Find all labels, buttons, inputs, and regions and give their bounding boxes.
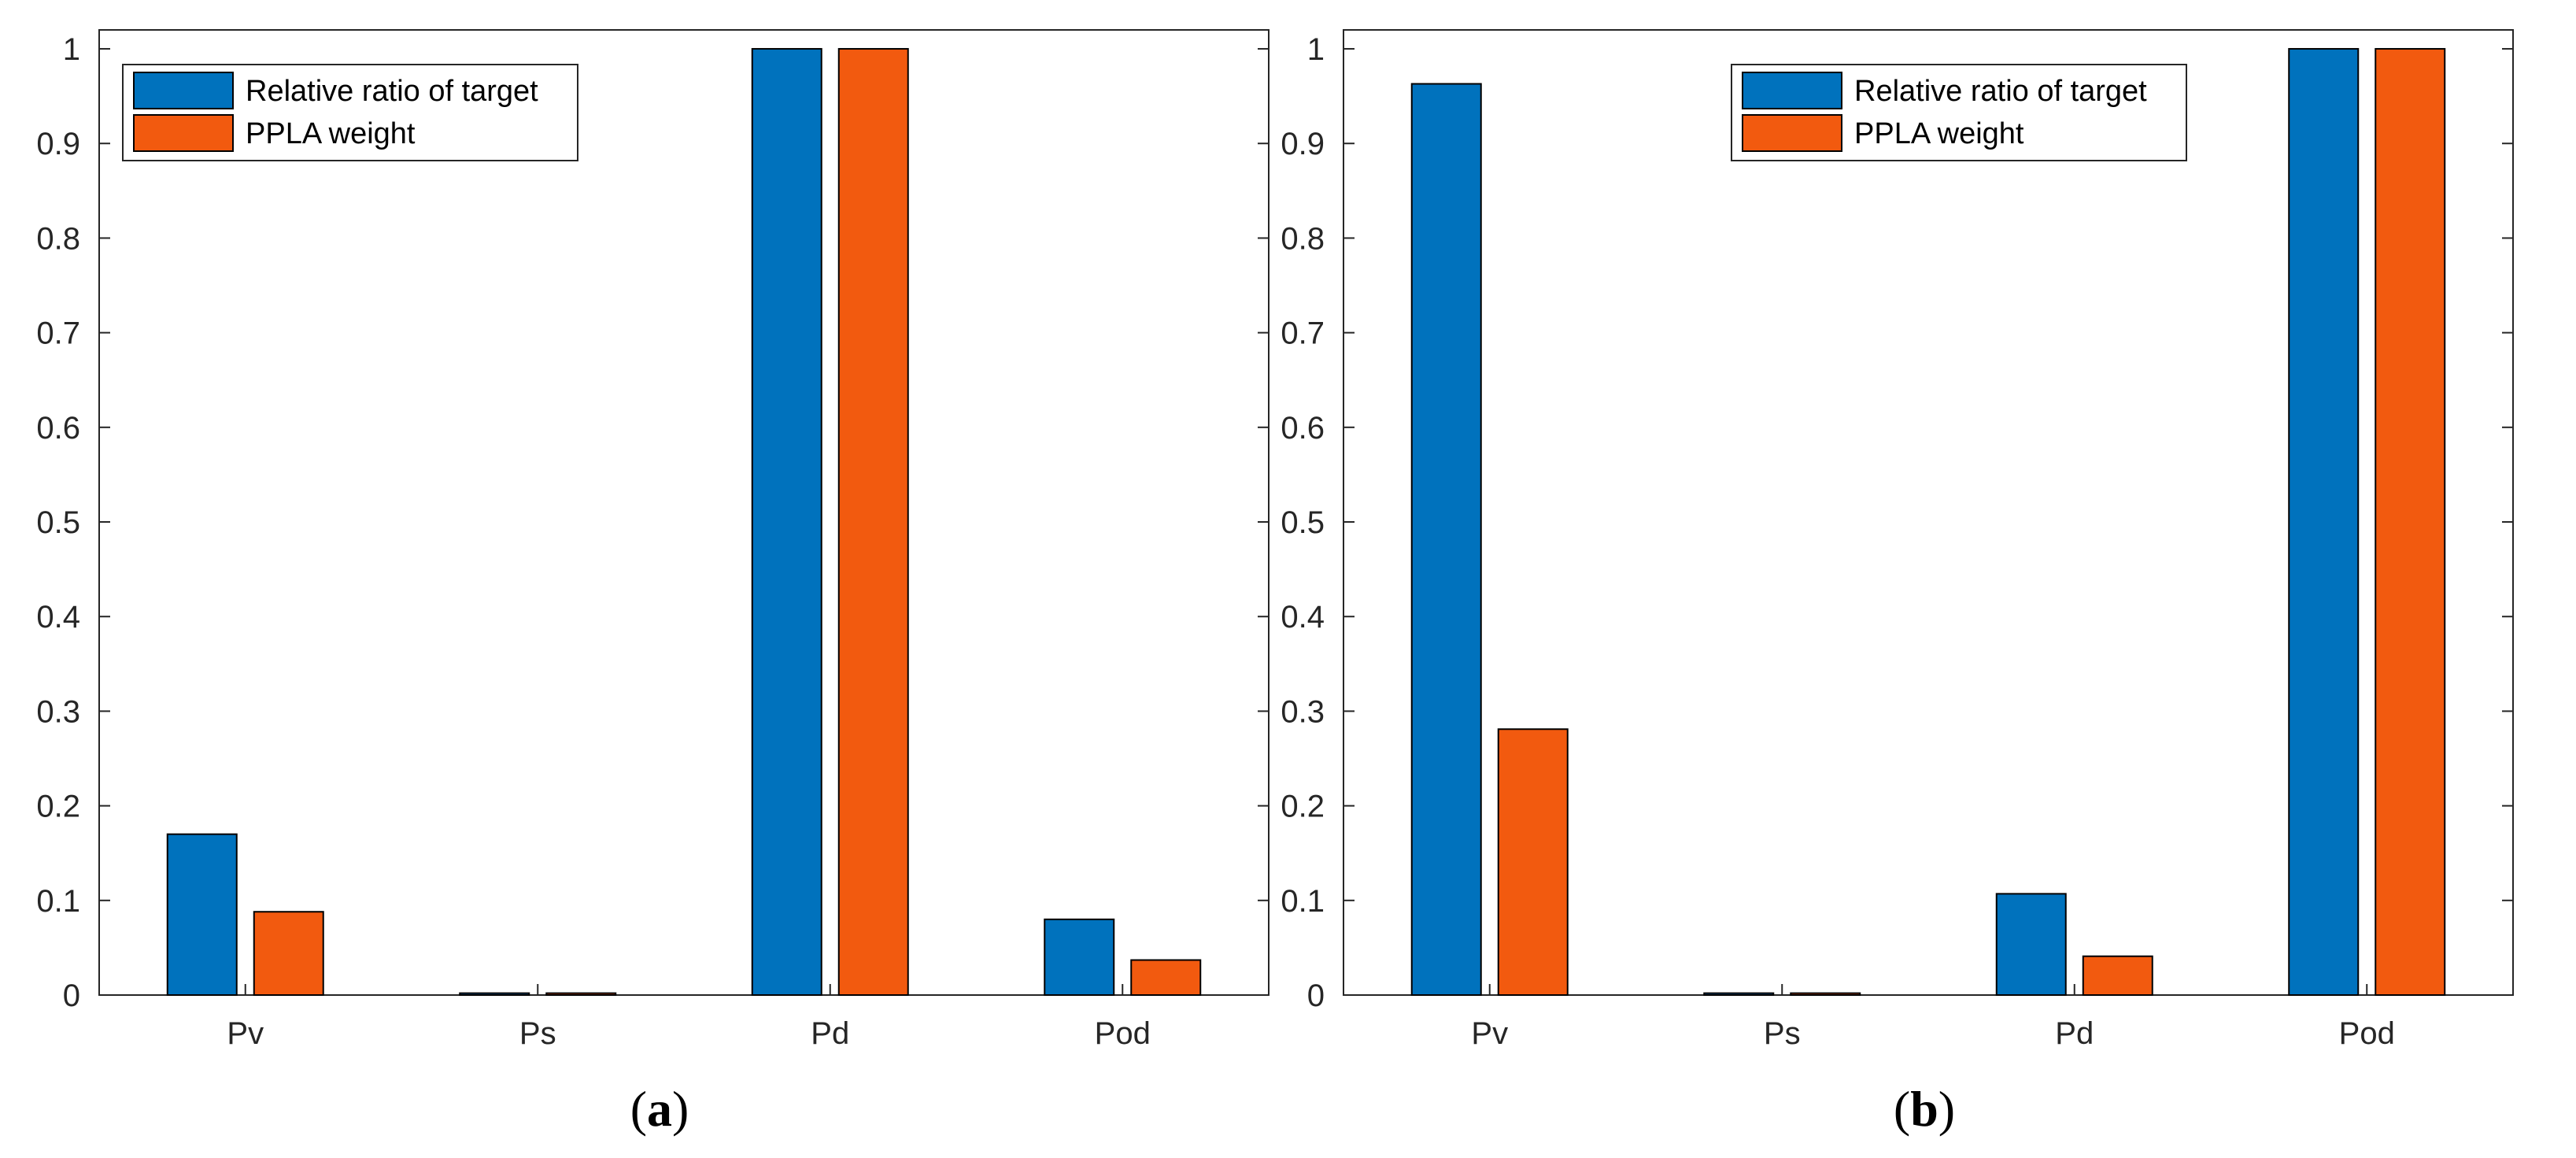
x-tick-label-pod: Pod — [1095, 1016, 1151, 1051]
legend-swatch-0 — [1742, 72, 1842, 109]
y-tick-label: 1 — [63, 32, 80, 67]
bar-pod-series-0 — [1044, 918, 1115, 996]
panel-label-open-paren: ( — [630, 1081, 647, 1137]
bar-pd-series-1 — [837, 48, 909, 997]
bar-ps-series-1 — [1790, 992, 1861, 996]
x-tick-label-pod: Pod — [2339, 1016, 2395, 1051]
bar-ps-series-0 — [1703, 992, 1775, 996]
bar-pd-series-0 — [751, 48, 822, 997]
panel-label-letter: a — [647, 1081, 672, 1137]
y-tick-label: 0.3 — [1281, 694, 1325, 729]
y-tick-label: 0.3 — [36, 694, 80, 729]
bar-pv-series-0 — [166, 833, 238, 996]
y-tick-label: 0.2 — [1281, 790, 1325, 824]
panel-label: (b) — [1894, 1081, 1955, 1137]
y-tick-label: 0.7 — [36, 316, 80, 351]
y-tick-label: 0.6 — [1281, 411, 1325, 446]
panel-label-letter: b — [1910, 1081, 1938, 1137]
y-tick-label: 0.1 — [36, 884, 80, 919]
panel-label-open-paren: ( — [1894, 1081, 1910, 1137]
y-tick-label: 0.7 — [1281, 316, 1325, 351]
y-tick-label: 0.9 — [36, 127, 80, 161]
y-tick-label: 0.4 — [36, 600, 80, 634]
legend: Relative ratio of target PPLA weight — [1731, 64, 2187, 161]
legend-swatch-0 — [133, 72, 234, 109]
y-tick-label: 0.6 — [36, 411, 80, 446]
x-tick-label-pv: Pv — [1471, 1016, 1508, 1051]
y-tick-label: 0.5 — [1281, 505, 1325, 540]
y-tick-label: 0.5 — [36, 505, 80, 540]
legend-label-1: PPLA weight — [1854, 117, 2024, 150]
y-tick-label: 0.8 — [36, 221, 80, 256]
legend: Relative ratio of target PPLA weight — [122, 64, 578, 161]
plot-area — [98, 29, 1270, 996]
y-tick-label: 1 — [1307, 32, 1325, 67]
bar-pod-series-1 — [2375, 48, 2446, 997]
bar-pod-series-1 — [1130, 959, 1202, 997]
y-tick-label: 0.4 — [1281, 600, 1325, 634]
y-tick-label: 0 — [63, 979, 80, 1013]
chart-panel-a: 0 0.1 0.2 0.3 0.4 0.5 0.6 0.7 0.8 0.9 1 Pv Ps Pd Pod Re… — [36, 29, 1270, 1137]
y-tick-label: 0.2 — [36, 790, 80, 824]
x-tick-label-pd: Pd — [2055, 1016, 2094, 1051]
y-tick-label: 0 — [1307, 979, 1325, 1013]
bar-pv-series-1 — [1497, 728, 1569, 996]
legend-swatch-1 — [1742, 114, 1842, 152]
y-tick-label: 0.1 — [1281, 884, 1325, 919]
x-tick-label-ps: Ps — [1764, 1016, 1801, 1051]
bar-pod-series-0 — [2288, 48, 2360, 997]
chart-panel-b: 0 0.1 0.2 0.3 0.4 0.5 0.6 0.7 0.8 0.9 1 Pv Ps Pd Pod Re… — [1281, 29, 2514, 1137]
panel-label: (a) — [630, 1081, 689, 1137]
legend-label-1: PPLA weight — [246, 117, 416, 150]
bar-pv-series-1 — [253, 911, 324, 996]
panel-label-close-paren: ) — [672, 1081, 689, 1137]
x-tick-label-ps: Ps — [519, 1016, 556, 1051]
legend-label-0: Relative ratio of target — [246, 75, 538, 108]
x-tick-label-pv: Pv — [227, 1016, 264, 1051]
x-tick-label-pd: Pd — [811, 1016, 849, 1051]
bar-pv-series-0 — [1410, 83, 1482, 997]
y-tick-label: 0.9 — [1281, 127, 1325, 161]
y-tick-label: 0.8 — [1281, 221, 1325, 256]
panel-label-close-paren: ) — [1938, 1081, 1955, 1137]
legend-swatch-1 — [133, 114, 234, 152]
bar-ps-series-1 — [545, 992, 617, 996]
bar-pd-series-1 — [2082, 955, 2153, 996]
bar-pd-series-0 — [1995, 893, 2067, 996]
legend-label-0: Relative ratio of target — [1854, 75, 2147, 108]
bar-ps-series-0 — [459, 992, 530, 996]
